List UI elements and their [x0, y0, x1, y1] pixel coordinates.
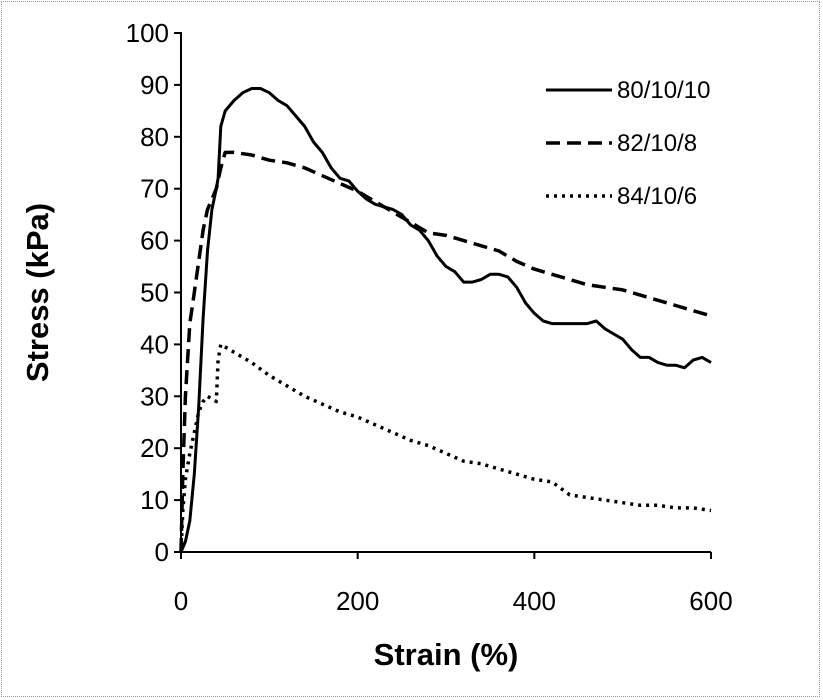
y-tick-label: 60 — [140, 226, 169, 256]
series-group — [179, 87, 712, 553]
x-axis-title: Strain (%) — [374, 637, 519, 672]
x-tick-label: 600 — [689, 586, 732, 616]
legend: 80/10/10 82/10/8 84/10/6 — [546, 77, 710, 210]
x-tick-label: 400 — [513, 586, 556, 616]
y-tick-label: 30 — [140, 381, 169, 411]
y-tick-label: 100 — [126, 18, 169, 48]
y-tick-label: 80 — [140, 122, 169, 152]
legend-label: 82/10/8 — [617, 130, 697, 157]
legend-label: 84/10/6 — [617, 183, 697, 210]
legend-label: 80/10/10 — [617, 77, 710, 104]
series-line-80-10-10 — [179, 87, 712, 553]
y-tick-label: 20 — [140, 433, 169, 463]
y-tick-label: 0 — [155, 537, 169, 567]
series-line-84-10-6 — [179, 342, 712, 553]
y-axis-title: Stress (kPa) — [20, 203, 55, 382]
y-tick-label: 90 — [140, 70, 169, 100]
y-tick-marks: 0 10 20 30 40 50 60 70 80 90 100 — [126, 18, 181, 567]
y-tick-label: 70 — [140, 174, 169, 204]
y-tick-label: 10 — [140, 485, 169, 515]
x-tick-label: 200 — [336, 586, 379, 616]
x-tick-marks: 0 200 400 600 — [174, 552, 733, 616]
y-tick-label: 40 — [140, 329, 169, 359]
x-tick-label: 0 — [174, 586, 188, 616]
y-tick-label: 50 — [140, 278, 169, 308]
series-line-82-10-8 — [179, 150, 712, 553]
